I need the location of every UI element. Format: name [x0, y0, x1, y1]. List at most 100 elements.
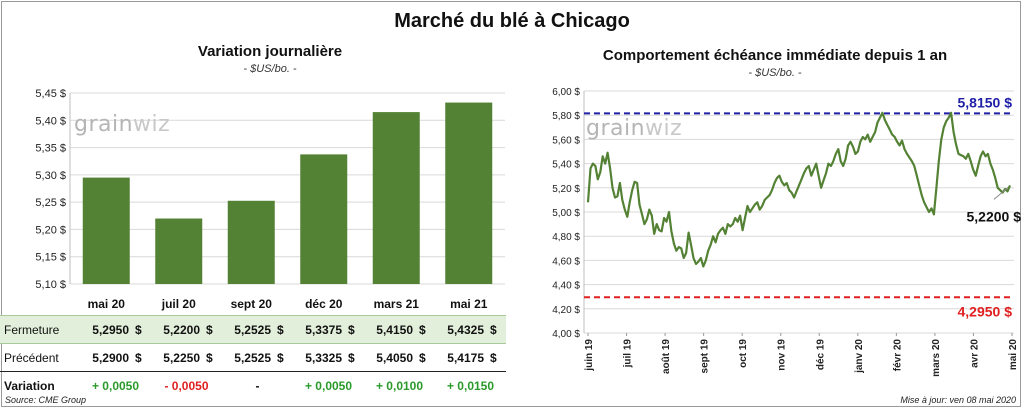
table-cell-value: - 0,0050 — [151, 371, 222, 399]
table-cell-value: + 0,0050 — [80, 371, 151, 399]
table-row-close: Fermeture 5,2950 $5,2200 $5,2525 $5,3375 $5,4… — [0, 315, 506, 344]
high-value-label: 5,8150 $ — [958, 94, 1013, 110]
bar-chart: 5,10 $ 5,15 $ 5,20 $ 5,25 $ 5,30 $ 5,35 $ 5,40… — [35, 88, 505, 311]
bar-y-tick: 5,45 $ — [35, 88, 66, 100]
bar-x-tick: déc 20 — [305, 297, 343, 311]
line-y-tick: 5,00 $ — [552, 208, 580, 219]
table-cell-currency: $ — [342, 315, 364, 344]
bar — [445, 102, 493, 284]
table-cell-currency: $ — [206, 350, 213, 365]
line-y-tick: 4,00 $ — [552, 329, 580, 340]
reference-lines — [584, 112, 1014, 299]
table-cell-value: 5,2900 — [92, 350, 129, 365]
right-chart-unit: - $US/bo. - — [748, 67, 802, 79]
table-cell-value: 5,3375 — [293, 315, 342, 344]
table-cell-value: + 0,0150 — [435, 371, 506, 399]
price-line — [586, 111, 1012, 268]
table-cell-value: 5,2525 — [234, 350, 271, 365]
line-series — [586, 111, 1012, 268]
table-row-previous: Précédent 5,2900 $5,2250 $5,2525 $5,3325 $5,4… — [0, 344, 506, 372]
table-cell-currency: $ — [419, 350, 426, 365]
table-cell-currency: $ — [277, 350, 284, 365]
table-cell-value: 5,4325 — [435, 315, 484, 344]
bar — [300, 154, 348, 284]
line-y-tick: 5,80 $ — [552, 111, 580, 122]
bar-y-tick: 5,25 $ — [35, 197, 66, 209]
bar-x-tick: sept 20 — [231, 297, 273, 311]
line-x-tick: août 19 — [661, 339, 672, 374]
line-y-tick: 5,20 $ — [552, 184, 580, 195]
table-cell-value: 5,4150 — [364, 315, 413, 344]
bar — [372, 112, 420, 284]
bar-gridlines — [69, 92, 505, 285]
line-y-tick: 4,20 $ — [552, 305, 580, 316]
table-cell-value: 5,2250 — [163, 350, 200, 365]
line-y-tick: 4,80 $ — [552, 232, 580, 243]
table-cell-currency: $ — [413, 315, 435, 344]
line-y-tick: 4,40 $ — [552, 281, 580, 292]
bar-x-tick-labels: mai 20 juil 20 sept 20 déc 20 mars 21 mai 21 — [88, 297, 488, 311]
line-annotations: 5,8150 $ 4,2950 $ 5,2200 $ — [958, 94, 1022, 319]
bar-y-tick: 5,15 $ — [35, 252, 66, 264]
left-chart-title: Variation journalière — [197, 43, 343, 60]
table-cell-currency: $ — [200, 315, 222, 344]
table-row-variation: Variation + 0,0050- 0,0050- + 0,0050 + 0,01… — [0, 371, 506, 399]
low-value-label: 4,2950 $ — [958, 303, 1013, 319]
line-x-tick: nov 19 — [777, 339, 788, 371]
price-table: Fermeture 5,2950 $5,2200 $5,2525 $5,3375 $5,4… — [0, 315, 506, 399]
bar — [227, 200, 275, 284]
line-x-tick: déc 19 — [815, 339, 826, 371]
last-value-label: 5,2200 $ — [967, 208, 1022, 224]
line-x-tick: juin 19 — [584, 339, 595, 372]
line-x-tick: févr 20 — [892, 339, 903, 372]
table-row-label: Précédent — [4, 350, 59, 365]
line-x-tick: avr 20 — [969, 339, 980, 368]
bar-series — [82, 102, 493, 284]
last-value-leader — [993, 187, 1009, 200]
table-cell-value: 5,2200 — [151, 315, 200, 344]
table-cell-currency: $ — [348, 350, 355, 365]
table-cell-value: + 0,0050 — [293, 371, 364, 399]
line-y-tick: 5,40 $ — [552, 160, 580, 171]
line-y-tick: 5,60 $ — [552, 135, 580, 146]
bar-x-tick: mars 21 — [374, 297, 420, 311]
bar-y-tick: 5,20 $ — [35, 224, 66, 236]
table-cell-value: 5,2525 — [222, 315, 271, 344]
line-x-tick: sept 19 — [700, 339, 711, 374]
line-x-tick: oct 19 — [738, 339, 749, 368]
bar — [82, 177, 130, 284]
left-chart-unit: - $US/bo. - — [243, 63, 297, 75]
line-y-tick-labels: 4,00 $ 4,20 $ 4,40 $ 4,60 $ 4,80 $ 5,00 $ 5,20… — [552, 87, 580, 340]
table-cell-value: + 0,0100 — [364, 371, 435, 399]
table-row-label: Variation — [0, 371, 80, 399]
table-cell-value: 5,4175 — [447, 350, 484, 365]
line-y-tick: 6,00 $ — [552, 87, 580, 98]
table-cell-currency: $ — [490, 350, 497, 365]
table-cell-value: 5,4050 — [376, 350, 413, 365]
right-chart-title: Comportement échéance immédiate depuis 1… — [602, 47, 948, 64]
bar-y-tick: 5,30 $ — [35, 170, 66, 182]
table-cell-currency: $ — [129, 315, 151, 344]
line-x-tick: juil 19 — [623, 339, 634, 369]
source-note: Source: CME Group — [5, 395, 87, 405]
line-x-tick: mars 20 — [931, 339, 942, 377]
table-cell-currency: $ — [135, 350, 142, 365]
table-cell-value: 5,2950 — [80, 315, 129, 344]
main-title: Marché du blé à Chicago — [394, 10, 630, 32]
bar-y-tick: 5,10 $ — [35, 279, 66, 291]
line-chart: 4,00 $ 4,20 $ 4,40 $ 4,60 $ 4,80 $ 5,00 $ 5,20… — [552, 87, 1022, 377]
bar-y-tick: 5,35 $ — [35, 143, 66, 155]
line-y-tick: 4,60 $ — [552, 256, 580, 267]
bar — [155, 218, 203, 284]
bar-x-tick: juil 20 — [161, 297, 196, 311]
bar-x-tick: mai 20 — [88, 297, 126, 311]
update-note: Mise à jour: ven 08 mai 2020 — [900, 395, 1016, 405]
table-cell-value: 5,3325 — [305, 350, 342, 365]
line-x-tick-labels: juin 19 juil 19 août 19 sept 19 oct 19 nov 19… — [584, 333, 1019, 377]
line-x-tick: janv 20 — [854, 339, 865, 374]
grainwiz-logo-right: grainwiz — [586, 116, 683, 141]
line-x-tick: mai 20 — [1008, 339, 1019, 371]
bar-y-tick-labels: 5,10 $ 5,15 $ 5,20 $ 5,25 $ 5,30 $ 5,35 $ 5,40… — [35, 88, 66, 291]
table-row-label: Fermeture — [0, 315, 80, 344]
